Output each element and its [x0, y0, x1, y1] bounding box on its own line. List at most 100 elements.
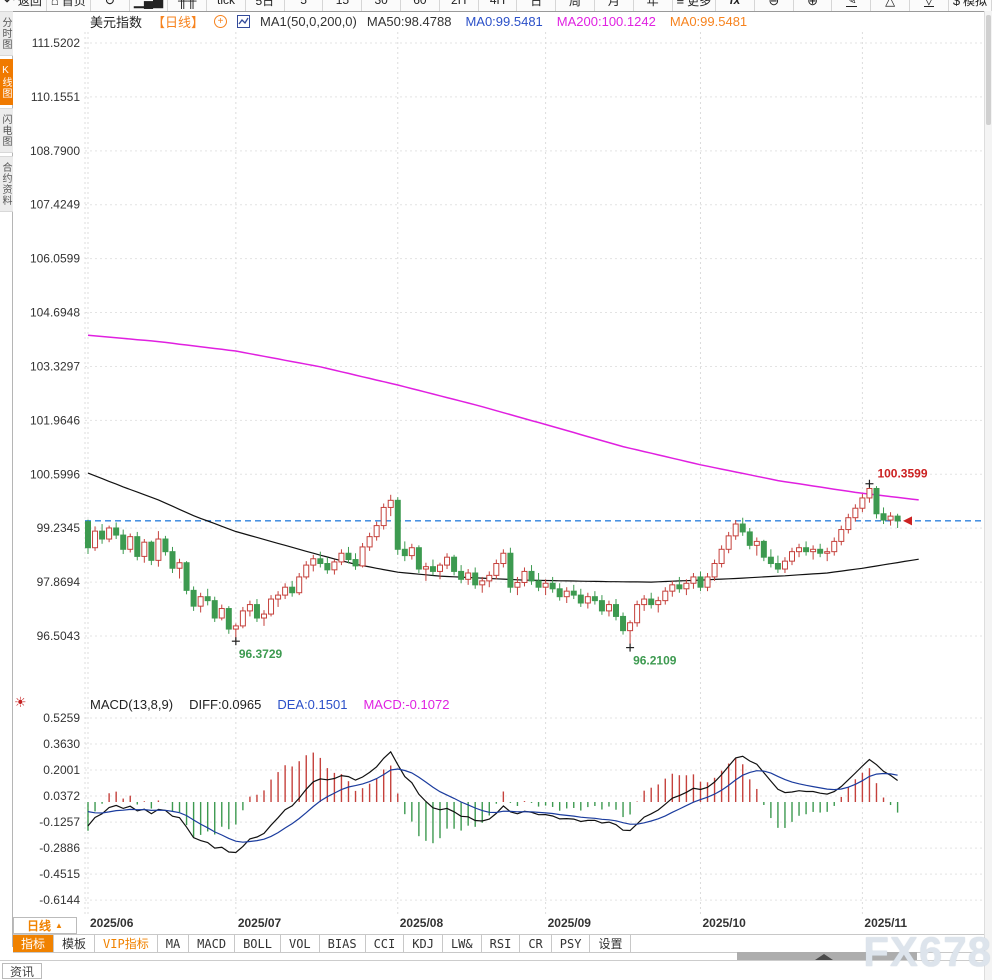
ma-value-label: MA0:99.5481 [669, 14, 748, 29]
macd-axis-label: -0.1257 [39, 815, 80, 829]
toolbar-button-period-day[interactable]: 日 [517, 0, 557, 11]
bottom-tab-template[interactable]: 模板 [54, 935, 96, 952]
bottom-tab-psy[interactable]: PSY [552, 935, 591, 952]
toolbar-button-triangle-down[interactable]: ▽ [910, 0, 949, 11]
panel-collapse-handle[interactable] [737, 952, 917, 962]
toolbar-button-fx-indicator[interactable]: fx [716, 0, 755, 11]
y-axis-label: 106.0599 [30, 252, 80, 266]
toolbar-button-period-4h[interactable]: 4H [479, 0, 518, 11]
macd-axis-label: -0.4515 [39, 867, 80, 881]
low-price-annotation: 96.2109 [633, 654, 677, 668]
macd-axis-label: -0.6144 [39, 893, 80, 907]
toolbar-button-label: 30 [374, 0, 388, 7]
toolbar-button-period-5d[interactable]: 5日 [246, 0, 285, 11]
toolbar-button-period-60[interactable]: 60 [401, 0, 440, 11]
zoom-out-icon: ⊖ [768, 0, 780, 8]
toolbar-button-draw[interactable]: ✎ [832, 0, 872, 11]
macd-legend-row: MACD(13,8,9) DIFF:0.0965 DEA:0.1501 MACD… [90, 696, 449, 712]
sidebar-tab-contract-info[interactable]: 合约资料 [0, 156, 13, 212]
toolbar-button-zoom-out[interactable]: ⊖ [755, 0, 794, 11]
toolbar-button-volume-columns[interactable]: ╫╫ [168, 0, 208, 11]
toolbar-button-period-year[interactable]: 年 [634, 0, 673, 11]
indicator-settings-icon[interactable]: ☀ [14, 694, 27, 710]
toolbar-button-label: 首页 [61, 0, 86, 8]
macd-bar-value: MACD:-0.1072 [363, 696, 450, 712]
bottom-tab-kdj[interactable]: KDJ [404, 935, 443, 952]
triangle-up-icon: △ [885, 0, 896, 8]
macd-title: MACD(13,8,9) [90, 696, 174, 712]
bottom-tab-vol[interactable]: VOL [281, 935, 320, 952]
toolbar-button-label: 4H [489, 0, 506, 7]
toolbar-row: ↶ 返回 ⌂ 首页 ↻ ▁▄▇ ╫╫ tick 5日 5 15 30 60 2H 4H 日周月年 ≡ 更多 fx ⊖ ⊕… [0, 0, 992, 11]
bottom-tab-vip-indicator[interactable]: VIP指标 [95, 935, 158, 952]
bottom-tab-bias[interactable]: BIAS [320, 935, 366, 952]
y-axis-label: 101.9646 [30, 413, 80, 427]
macd-diff-line [87, 750, 898, 854]
draw-icon: ✎ [845, 0, 857, 7]
y-axis-label: 111.5202 [32, 36, 81, 50]
toolbar-button-label: 返回 [17, 0, 42, 8]
y-axis-label: 99.2345 [37, 521, 81, 535]
bottom-tab-lwr[interactable]: LW& [443, 935, 482, 952]
toolbar-button-bar-chart[interactable]: ▁▄▇ [130, 0, 169, 11]
toolbar-button-period-week[interactable]: 周 [556, 0, 595, 11]
last-price-arrow-icon [903, 516, 912, 526]
bottom-tab-boll[interactable]: BOLL [235, 935, 281, 952]
ma-settings-label: MA1(50,0,200,0) [260, 14, 357, 29]
toolbar-button-period-15[interactable]: 15 [323, 0, 363, 11]
toolbar-button-label: 2H [451, 0, 467, 7]
bottom-tab-ma[interactable]: MA [158, 935, 190, 952]
annotation-layer: 100.3599 96.3729 96.2109 [231, 467, 928, 668]
price-chart-svg: 111.5202 110.1551 108.7900 107.4249 106.0599… [30, 32, 984, 930]
toolbar-button-refresh[interactable]: ↻ [91, 0, 130, 11]
toolbar-button-triangle-up[interactable]: △ [871, 0, 911, 11]
add-indicator-icon[interactable]: + [214, 15, 228, 28]
y-axis-label: 110.1551 [31, 90, 80, 104]
news-tab[interactable]: 资讯 [2, 963, 42, 979]
bottom-news-bar: 资讯 [0, 960, 992, 980]
toolbar-button-label: 更多 [687, 0, 712, 8]
toolbar-button-period-30[interactable]: 30 [362, 0, 402, 11]
home-icon: ⌂ [50, 0, 59, 8]
macd-dea-line [87, 768, 898, 843]
sidebar-tab-lightning[interactable]: 闪电图 [0, 108, 13, 153]
x-axis-label: 2025/08 [400, 916, 444, 930]
bottom-tab-cr[interactable]: CR [520, 935, 552, 952]
toolbar-button-more[interactable]: ≡ 更多 [673, 0, 717, 11]
y-axis-label: 104.6948 [30, 306, 80, 320]
x-axis-label: 2025/10 [702, 916, 746, 930]
macd-axis-label: 0.3630 [43, 737, 80, 751]
bottom-tab-cci[interactable]: CCI [366, 935, 405, 952]
kline-icon [237, 15, 251, 28]
ma50-line [87, 472, 919, 583]
candlestick-layer [85, 483, 901, 648]
toolbar-button-period-month[interactable]: 月 [595, 0, 634, 11]
bottom-tab-macd[interactable]: MACD [189, 935, 236, 952]
toolbar-button-tick[interactable]: tick [207, 0, 246, 11]
toolbar-button-home[interactable]: ⌂ 首页 [47, 0, 91, 11]
indicator-tab-bar: 指标 模板 VIP指标 MA MACD BOLL VOL BIAS CCI KDJ LW& RSI CR… [13, 934, 992, 953]
sidebar-tab-timeshare[interactable]: 分时图 [0, 11, 13, 56]
watermark: FX678 [863, 928, 992, 975]
macd-diff-value: DIFF:0.0965 [189, 696, 262, 712]
y-axis-label: 108.7900 [30, 144, 80, 158]
period-dropdown-label: 日线 [27, 919, 52, 933]
period-dropdown-button[interactable]: 日线 ▲ [13, 917, 77, 934]
toolbar-button-back[interactable]: ↶ 返回 [0, 0, 47, 11]
toolbar-button-zoom-in[interactable]: ⊕ [794, 0, 833, 11]
macd-histogram-layer [87, 752, 899, 844]
x-axis-label: 2025/07 [238, 916, 282, 930]
bottom-tab-settings[interactable]: 设置 [590, 935, 632, 952]
macd-dea-value: DEA:0.1501 [277, 696, 348, 712]
bottom-tab-indicator[interactable]: 指标 [13, 935, 55, 952]
sidebar-tab-kline[interactable]: K线图 [0, 59, 13, 105]
ma-value-label: MA200:100.1242 [556, 14, 656, 29]
vertical-scrollbar[interactable] [984, 11, 992, 980]
toolbar-button-period-5[interactable]: 5 [285, 0, 324, 11]
toolbar-button-period-2h[interactable]: 2H [440, 0, 479, 11]
bar-chart-icon: ▁▄▇ [133, 0, 164, 8]
bottom-tab-rsi[interactable]: RSI [482, 935, 521, 952]
scrollbar-thumb[interactable] [986, 15, 991, 125]
period-label: 【日线】 [152, 15, 205, 30]
zoom-in-icon: ⊕ [807, 0, 819, 8]
